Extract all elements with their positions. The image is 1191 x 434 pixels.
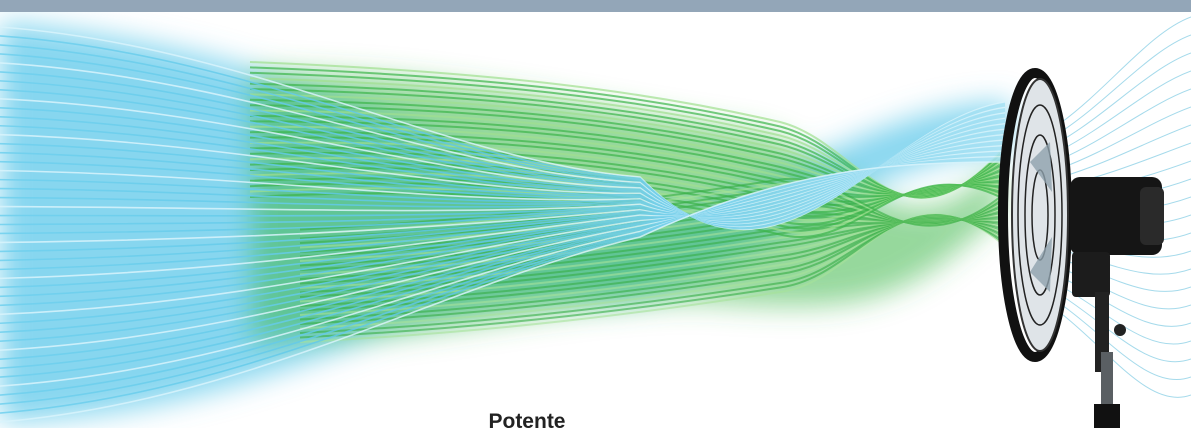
air-stream xyxy=(1059,303,1191,381)
air-stream xyxy=(1059,34,1191,133)
caption: Potente xyxy=(488,410,566,433)
air-stream xyxy=(299,177,1001,231)
fan xyxy=(998,68,1164,428)
air-stream xyxy=(1059,88,1191,160)
air-stream xyxy=(0,161,1006,423)
air-stream xyxy=(1059,124,1191,178)
air-stream xyxy=(1059,106,1191,169)
fan-illustration xyxy=(0,16,1191,428)
top-bar xyxy=(0,0,1191,12)
air-stream xyxy=(1059,70,1191,151)
airflow-lines xyxy=(0,16,1191,423)
air-stream xyxy=(1059,16,1191,124)
air-stream xyxy=(1059,312,1191,398)
air-stream xyxy=(1059,294,1191,363)
air-stream xyxy=(1059,52,1191,142)
